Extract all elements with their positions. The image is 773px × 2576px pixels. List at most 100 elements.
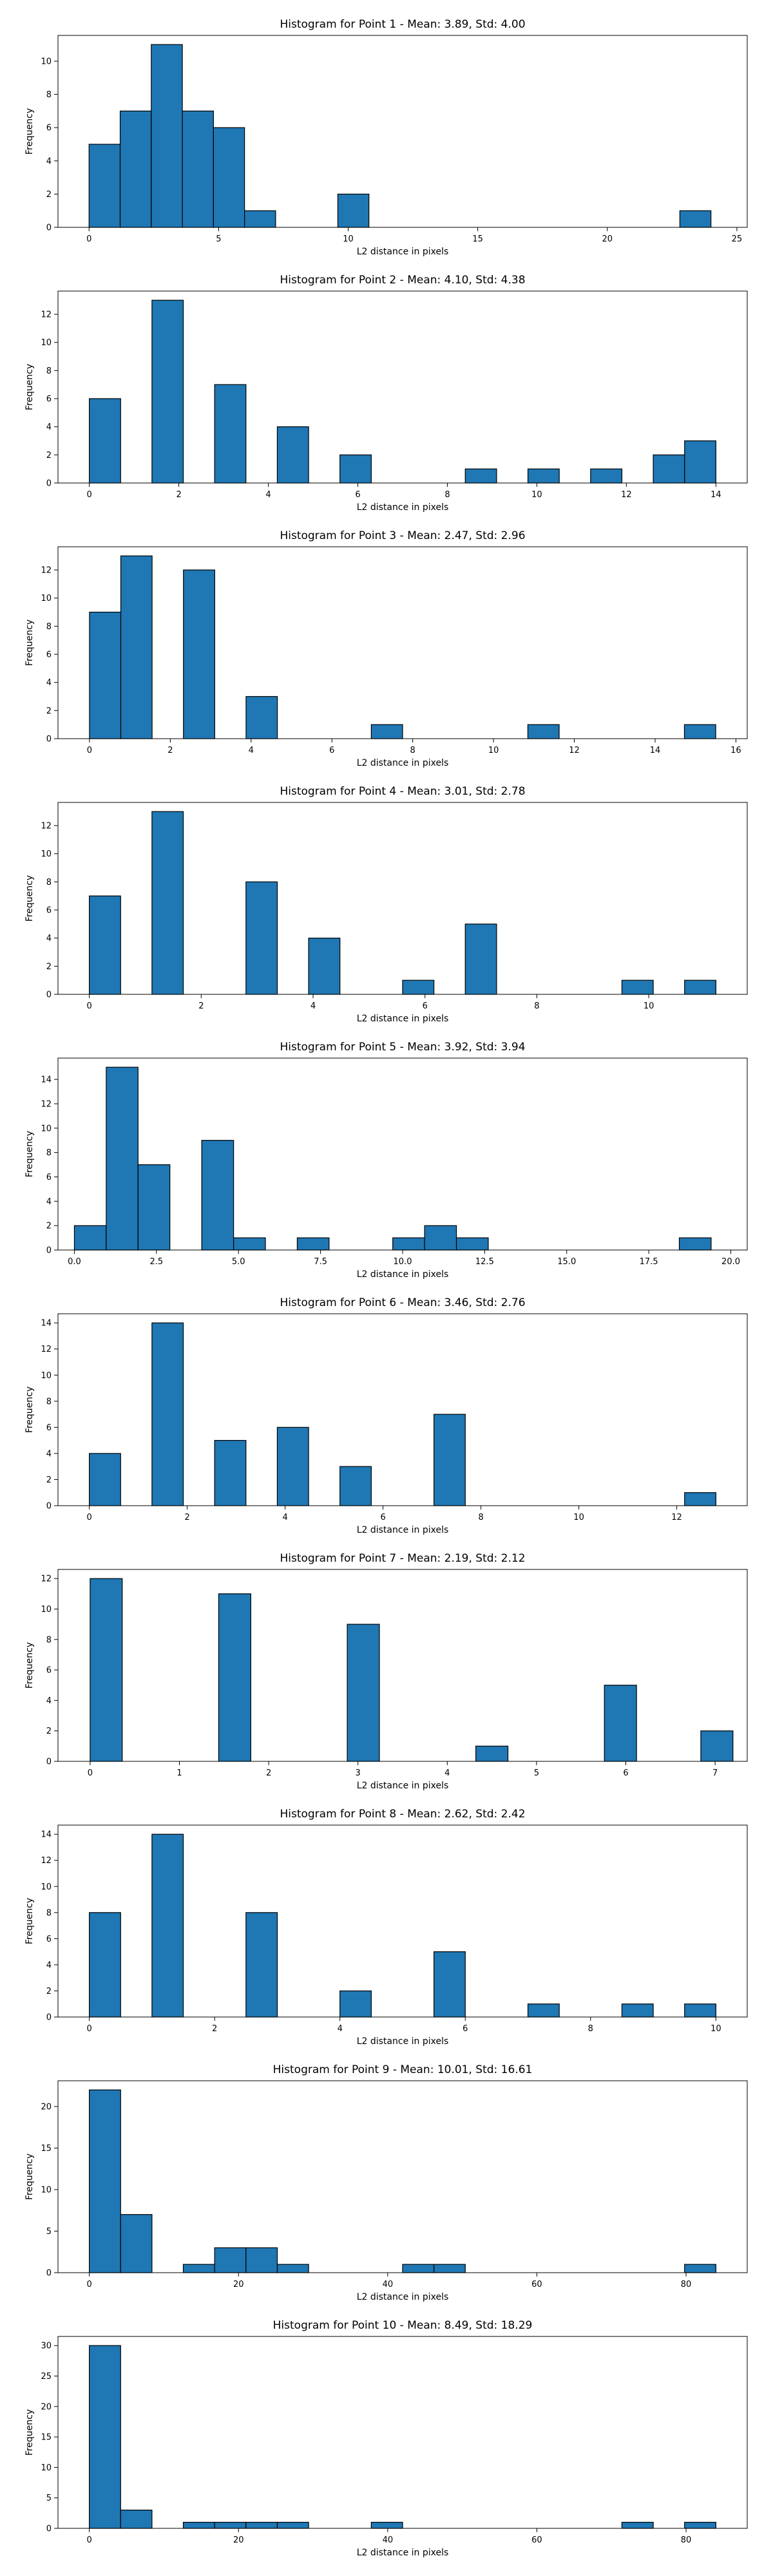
x-tick-label: 10 <box>531 490 542 500</box>
y-tick-label: 2 <box>46 1475 52 1485</box>
x-tick-label: 8 <box>588 2024 593 2034</box>
histogram-bar <box>151 44 183 228</box>
histogram-bar <box>245 696 278 739</box>
x-tick-label: 0 <box>86 490 91 500</box>
axes-frame <box>57 290 748 484</box>
histogram-panel-1: Histogram for Point 1 - Mean: 3.89, Std:… <box>24 18 748 257</box>
x-tick-label: 12 <box>671 1513 682 1522</box>
histogram-bar <box>214 1440 247 1506</box>
axes-frame <box>57 2336 748 2529</box>
y-tick-label: 14 <box>41 1075 52 1085</box>
histogram-bar <box>73 1225 107 1251</box>
x-tick-label: 6 <box>623 1768 628 1778</box>
y-tick-label: 12 <box>41 822 52 831</box>
y-tick-label: 6 <box>46 124 52 133</box>
histogram-bar <box>213 127 245 228</box>
histogram-bar <box>245 881 278 995</box>
y-tick-label: 12 <box>41 310 52 320</box>
histogram-bar <box>402 2264 435 2273</box>
x-tick-label: 12 <box>621 490 632 500</box>
x-tick-label: 8 <box>410 746 415 755</box>
x-tick-label: 5.0 <box>232 1257 245 1267</box>
chart-title: Histogram for Point 4 - Mean: 3.01, Std:… <box>280 785 525 798</box>
y-tick-label: 2 <box>46 1727 52 1736</box>
x-tick-label: 40 <box>383 2535 394 2545</box>
y-tick-label: 5 <box>46 2227 52 2237</box>
x-tick-label: 7.5 <box>314 1257 327 1267</box>
y-tick-label: 12 <box>41 566 52 576</box>
x-tick-label: 0.0 <box>68 1257 81 1267</box>
y-tick-label: 10 <box>41 1605 52 1615</box>
histogram-bar <box>137 1164 171 1251</box>
y-axis-label: Frequency <box>24 364 35 410</box>
y-tick-label: 8 <box>46 90 52 100</box>
histogram-bar <box>89 611 122 739</box>
y-axis-label: Frequency <box>24 1898 35 1944</box>
y-tick-label: 20 <box>41 2402 52 2412</box>
histogram-bar <box>276 2264 309 2273</box>
x-tick-label: 0 <box>86 2535 91 2545</box>
histogram-bar <box>678 1237 712 1251</box>
histogram-bar <box>89 2345 121 2529</box>
histogram-bar <box>684 980 716 995</box>
x-tick-label: 0 <box>86 234 91 244</box>
chart-title: Histogram for Point 1 - Mean: 3.89, Std:… <box>280 18 525 31</box>
x-axis-label: L2 distance in pixels <box>357 1525 449 1535</box>
histogram-panel-3: Histogram for Point 3 - Mean: 2.47, Std:… <box>24 529 748 768</box>
histogram-bar <box>218 1593 251 1762</box>
histogram-bar <box>182 2521 215 2529</box>
histogram-bar <box>684 440 716 484</box>
y-tick-label: 8 <box>46 878 52 887</box>
histogram-bar <box>151 1833 184 2018</box>
x-axis-label: L2 distance in pixels <box>357 1014 449 1024</box>
x-tick-label: 0 <box>86 2024 91 2034</box>
histogram-bar <box>151 1322 184 1506</box>
y-axis-label: Frequency <box>24 1387 35 1433</box>
x-tick-label: 6 <box>423 1001 428 1011</box>
histogram-bar <box>201 1140 234 1251</box>
y-tick-label: 6 <box>46 1666 52 1676</box>
y-axis-label: Frequency <box>24 620 35 666</box>
y-tick-label: 6 <box>46 906 52 916</box>
histogram-bar <box>475 1745 509 1762</box>
y-tick-label: 8 <box>46 1148 52 1158</box>
histogram-bar <box>276 426 309 484</box>
chart-title: Histogram for Point 8 - Mean: 2.62, Std:… <box>280 1808 525 1821</box>
y-tick-label: 0 <box>46 2269 52 2278</box>
y-tick-label: 4 <box>46 156 52 166</box>
y-tick-label: 0 <box>46 479 52 489</box>
x-tick-label: 10 <box>711 2024 721 2034</box>
histogram-bar <box>89 2089 121 2273</box>
x-tick-label: 2.5 <box>150 1257 164 1267</box>
x-axis-label: L2 distance in pixels <box>357 247 449 257</box>
axes-frame <box>57 546 748 739</box>
histogram-panel-10: Histogram for Point 10 - Mean: 8.49, Std… <box>24 2319 748 2558</box>
y-tick-label: 4 <box>46 1197 52 1207</box>
y-tick-label: 8 <box>46 1635 52 1645</box>
histogram-bar <box>88 144 121 228</box>
histogram-bar <box>120 2510 153 2529</box>
x-tick-label: 2 <box>176 490 181 500</box>
histogram-bar <box>700 1730 734 1762</box>
histogram-bar <box>370 724 403 739</box>
chart-title: Histogram for Point 5 - Mean: 3.92, Std:… <box>280 1041 525 1054</box>
y-tick-label: 0 <box>46 1757 52 1767</box>
x-tick-label: 8 <box>534 1001 539 1011</box>
chart-title: Histogram for Point 9 - Mean: 10.01, Std… <box>273 2063 533 2076</box>
y-tick-label: 10 <box>41 2463 52 2473</box>
y-tick-label: 8 <box>46 1397 52 1406</box>
histogram-bar <box>233 1237 266 1251</box>
y-tick-label: 8 <box>46 1908 52 1918</box>
x-tick-label: 5 <box>216 234 221 244</box>
x-tick-label: 80 <box>681 2280 692 2289</box>
y-axis-label: Frequency <box>24 875 35 922</box>
histogram-bar <box>89 1453 121 1506</box>
histogram-bar <box>182 2264 215 2273</box>
histogram-bar <box>621 2521 654 2529</box>
histogram-bar <box>339 1990 372 2018</box>
x-tick-label: 60 <box>531 2280 542 2289</box>
x-tick-label: 16 <box>730 746 741 755</box>
x-tick-label: 4 <box>338 2024 343 2034</box>
x-tick-label: 60 <box>531 2535 542 2545</box>
histogram-bar <box>684 1492 716 1506</box>
